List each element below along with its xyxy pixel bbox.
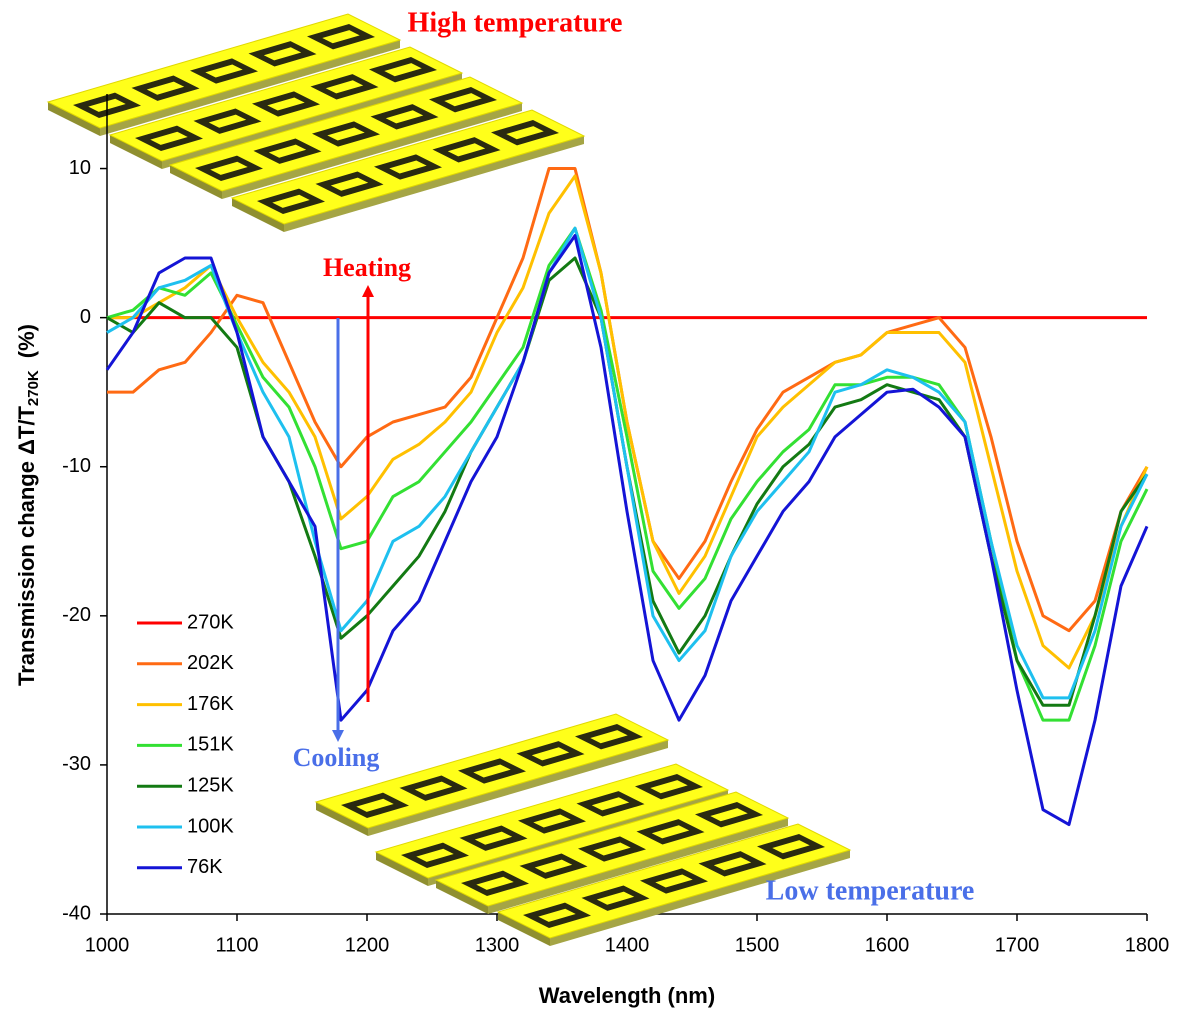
slab-front [284,136,584,232]
annotation-low-temperature: Low temperature [766,875,975,906]
slab-side [498,912,550,946]
slab-window-inner [414,781,453,795]
slab-side [110,135,162,169]
slab-front [550,850,850,946]
x-tick-label: 1100 [215,934,258,956]
slab-window-inner [533,814,571,828]
slab-window-inner [474,831,513,845]
slab-window-inner [538,908,576,922]
annotation-heating: Heating [323,253,411,282]
x-tick-label: 1200 [345,934,390,956]
slab-window-inner [655,874,693,888]
y-axis-title-unit: (%) [14,324,39,358]
slab-window-inner [325,80,364,94]
legend-label: 176K [187,693,234,715]
x-axis-title: Wavelength (nm) [539,983,715,1008]
slab-window-inner [590,730,628,744]
y-axis-title-main: Transmission change ΔT/T [14,406,39,686]
slab-side [48,102,100,136]
slab-window-inner [208,114,247,128]
slab-window-inner [330,177,369,191]
data-line [106,226,1149,700]
slab-window-inner [447,143,486,157]
slab-window-inner [210,161,248,175]
slab-window-inner [596,891,635,905]
annotation-high-temperature: High temperature [408,7,623,38]
data-line [106,256,1149,707]
slab-window-inner [327,127,365,141]
x-tick-label: 1800 [1125,934,1170,956]
slab-window-inner [651,825,690,839]
slab-window-inner [416,848,454,862]
x-tick-label: 1000 [85,934,130,956]
heating-arrow-head [362,285,374,297]
slab-window-inner [506,126,544,140]
y-axis-title: Transmission change ΔT/T270K (%) [14,324,42,686]
cooling-arrow-head [332,730,344,742]
slab-window-inner [205,64,243,78]
slab-window-inner [534,859,573,873]
slab-illustrations [46,13,670,836]
slab-window-inner [473,764,511,778]
legend-label: 100K [187,815,234,837]
slab-window-inner [267,97,305,111]
slab-side [376,852,428,886]
slab-window-inner [444,93,482,107]
slab-window-inner [272,194,310,208]
slab-window-inner [593,842,631,856]
slab-window-inner [591,797,630,811]
legend-label: 125K [187,774,234,796]
slab-window-inner [710,808,748,822]
slab-side [170,165,222,199]
y-axis-title-sub: 270K [25,370,42,406]
slab-front [100,40,400,136]
slab-front [368,740,668,836]
y-tick-label: 0 [80,306,91,328]
x-tick-label: 1400 [605,934,650,956]
slab-side [316,802,368,836]
slab-window-inner [356,798,394,812]
slab-side [232,198,284,232]
slab-window-inner [268,144,307,158]
data-line [107,174,1149,670]
slab-front [488,818,788,914]
slab-window-inner [650,780,688,794]
y-tick-label: 10 [69,157,91,179]
slab-side [436,880,488,914]
y-tick-label: -20 [62,604,91,626]
x-tick-label: 1600 [865,934,910,956]
x-tick-label: 1300 [475,934,520,956]
y-tick-label: -10 [62,455,91,477]
slab-window-inner [772,840,810,854]
slab-window-inner [476,876,514,890]
x-tick-label: 1700 [995,934,1040,956]
legend-label: 270K [187,611,234,633]
annotation-cooling: Cooling [293,743,380,772]
slab-window-inner [150,131,188,145]
y-tick-label: -30 [62,753,91,775]
slab-window-inner [146,81,185,95]
slab-window-inner [385,110,424,124]
legend-label: 76K [187,856,223,878]
slab-front [222,103,522,199]
slab-window-inner [322,30,360,44]
data-line [105,234,1149,827]
slab-window-inner [384,63,422,77]
slab-window-inner [263,47,302,61]
slab-window-inner [389,160,427,174]
legend-label: 202K [187,652,234,674]
slab-window-inner [531,747,570,761]
x-tick-label: 1500 [735,934,780,956]
y-tick-label: -40 [62,902,91,924]
slab-window-inner [713,857,752,871]
plot-area: -40 -30 -20 -10 0 10 1000 1100 1200 1300 1400 1500 1… [62,94,1169,956]
legend-label: 151K [187,734,234,756]
